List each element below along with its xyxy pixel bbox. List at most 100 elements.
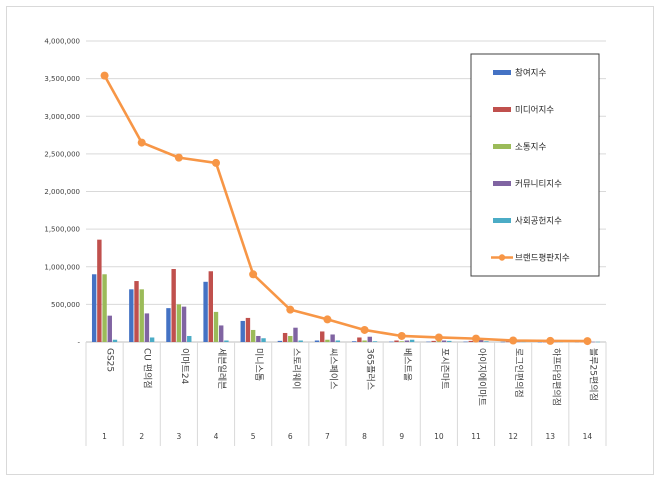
bar [107,315,112,342]
category-label: 하프타임편의점 [550,348,562,406]
bar [431,340,436,342]
bar [171,269,176,342]
bar [261,338,266,342]
legend-swatch [493,218,511,223]
bar [219,325,224,342]
y-tick-label: 500,000 [51,301,80,309]
bar [166,308,171,342]
category-label: GS25 [105,348,115,372]
bar [516,341,521,343]
category-index-label: 7 [325,432,330,441]
bar [149,337,155,342]
bar [505,341,511,343]
bar [293,327,298,342]
legend-swatch [493,181,511,186]
bar [447,340,452,342]
category-label: 미니스톱 [253,348,264,381]
line-point [249,270,258,279]
bar [314,340,320,342]
category-label: 365플러스 [365,348,376,390]
legend-swatch-marker [498,254,506,261]
y-tick-label: 4,000,000 [44,38,80,46]
bar [399,341,404,342]
bar [112,339,118,342]
bar [357,337,362,342]
bar [362,340,367,342]
bar [208,271,213,342]
bar [288,335,293,342]
bar [500,341,505,343]
bar [320,331,325,342]
y-tick-label: 1,000,000 [44,263,80,271]
legend-label: 브랜드평판지수 [515,253,570,264]
y-tick-label: 3,000,000 [44,113,80,121]
line-point [546,336,555,345]
bar [277,340,283,342]
category-label: 블루25편의점 [587,348,599,401]
category-label: 스토리웨이 [290,348,302,389]
bar [426,341,431,343]
bar [441,340,447,342]
bar [389,341,394,343]
bar [256,335,261,342]
bar [372,341,378,342]
bar [144,313,150,342]
category-index-label: 10 [434,432,444,441]
bar [409,339,415,342]
line-point [286,305,295,314]
bar [335,340,341,342]
line-point [174,153,183,162]
bar [590,341,595,343]
category-index-label: 2 [139,432,144,441]
y-tick-label: 1,500,000 [44,226,80,234]
category-label: 포시즌마트 [439,348,450,389]
category-label: 로그인편의점 [513,348,525,398]
bar [484,341,489,342]
category-label: CU 편의점 [142,348,154,389]
legend-swatch [493,70,511,75]
line-point [323,315,332,324]
category-label: 이마트24 [179,348,190,385]
category-index-label: 9 [399,432,404,441]
category-index-label: 13 [546,432,556,441]
line-point [360,325,369,334]
bar [463,341,468,343]
legend-label: 미디어지수 [515,105,554,116]
legend-label: 참여지수 [515,68,546,79]
category-label: 씨스페이스 [327,348,338,389]
bar [224,340,229,342]
bar [176,304,182,342]
bar [213,311,219,342]
line-point [509,336,518,345]
bar [250,329,256,342]
category-index-label: 11 [471,432,481,441]
legend-box [470,53,600,277]
bar [404,340,410,342]
bar [282,332,288,342]
line-point [212,158,220,167]
bar [97,239,102,342]
bar [129,289,134,342]
category-index-label: 3 [176,432,181,441]
y-tick-label: 3,500,000 [44,75,80,83]
series-line [103,74,588,343]
bar [325,339,330,342]
legend-label: 커뮤니티지수 [515,179,562,190]
bar [479,339,484,342]
bar [468,340,473,342]
bar [436,341,442,342]
bar [367,336,372,342]
category-index-label: 6 [288,432,293,441]
line-point [472,334,480,343]
category-index-label: 8 [362,432,367,441]
category-index-label: 14 [583,432,593,441]
bar [240,320,245,342]
bar [394,340,399,342]
legend-label: 소통지수 [515,143,546,153]
category-index-label: 1 [102,432,107,441]
y-tick-label: - [77,339,80,347]
line-point [397,331,406,340]
category-label: 베스트올 [402,348,413,381]
bar [537,341,543,343]
